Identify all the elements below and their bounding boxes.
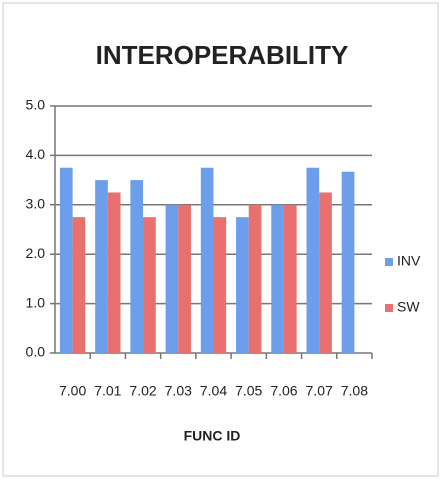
- y-tick-label: 5.0: [26, 97, 46, 113]
- y-tick-label: 3.0: [26, 196, 46, 212]
- x-tick-label: 7.05: [235, 383, 262, 399]
- bar: [59, 167, 73, 353]
- bar: [283, 204, 297, 353]
- x-tick-label: 7.00: [59, 383, 86, 399]
- bar: [236, 217, 249, 353]
- bar: [95, 180, 108, 353]
- legend-label: SW: [397, 299, 420, 315]
- legend-label: INV: [397, 253, 421, 269]
- legend-swatch: [385, 258, 393, 266]
- bar: [165, 204, 179, 353]
- bar: [341, 171, 355, 353]
- y-tick-label: 4.0: [26, 146, 46, 162]
- bar: [213, 217, 227, 353]
- y-tick-label: 1.0: [26, 294, 46, 310]
- y-tick-label: 0.0: [26, 344, 46, 360]
- bar: [200, 167, 214, 353]
- bar: [319, 192, 332, 353]
- x-tick-label: 7.04: [200, 383, 227, 399]
- bar: [130, 180, 144, 353]
- bar: [107, 192, 121, 353]
- x-axis-title: FUNC ID: [184, 428, 241, 444]
- x-tick-label: 7.08: [341, 383, 368, 399]
- x-tick-label: 7.06: [270, 383, 297, 399]
- bar: [72, 217, 86, 353]
- legend-swatch: [385, 304, 393, 312]
- bar: [306, 167, 320, 353]
- x-tick-label: 7.03: [165, 383, 192, 399]
- bar: [178, 204, 191, 353]
- x-tick-label: 7.01: [94, 383, 121, 399]
- x-tick-label: 7.07: [306, 383, 333, 399]
- bar: [271, 204, 284, 353]
- y-tick-label: 2.0: [26, 245, 46, 261]
- x-tick-label: 7.02: [129, 383, 156, 399]
- chart-title: INTEROPERABILITY: [96, 40, 349, 70]
- bar: [143, 217, 156, 353]
- bar: [248, 204, 262, 353]
